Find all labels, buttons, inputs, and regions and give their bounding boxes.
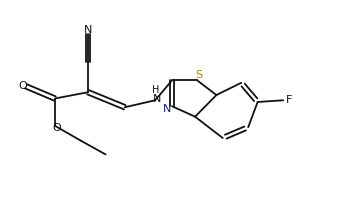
Text: S: S [196, 70, 203, 80]
Text: F: F [286, 95, 293, 105]
Text: N: N [84, 25, 92, 35]
Text: O: O [52, 123, 61, 133]
Text: O: O [18, 81, 27, 91]
Text: N: N [153, 93, 161, 104]
Text: H: H [152, 85, 159, 95]
Text: N: N [163, 104, 171, 114]
